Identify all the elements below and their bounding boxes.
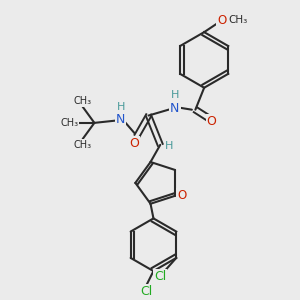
Text: CH₃: CH₃ xyxy=(228,14,248,25)
Text: O: O xyxy=(177,189,186,202)
Text: H: H xyxy=(165,141,173,151)
Text: Cl: Cl xyxy=(140,285,152,298)
Text: O: O xyxy=(206,115,216,128)
Text: CH₃: CH₃ xyxy=(74,140,92,150)
Text: N: N xyxy=(116,113,125,126)
Text: O: O xyxy=(217,14,226,27)
Text: H: H xyxy=(116,102,125,112)
Text: CH₃: CH₃ xyxy=(60,118,79,128)
Text: O: O xyxy=(129,137,139,150)
Text: Cl: Cl xyxy=(154,270,166,283)
Text: N: N xyxy=(170,102,180,115)
Text: H: H xyxy=(171,90,179,100)
Text: CH₃: CH₃ xyxy=(74,96,92,106)
